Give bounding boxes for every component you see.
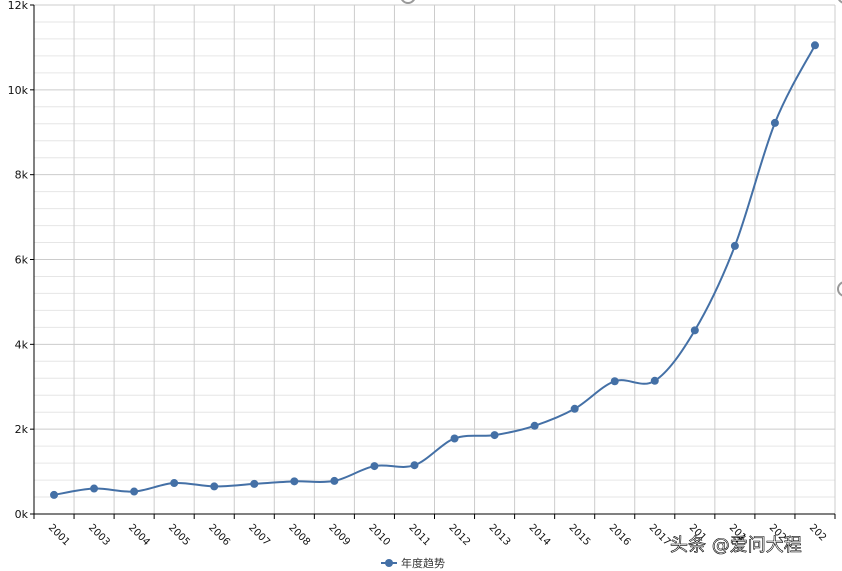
legend[interactable]: 年度趋势 xyxy=(381,556,445,570)
watermark-text: 头条 @爱问大程 xyxy=(670,535,802,556)
data-point[interactable] xyxy=(530,421,539,430)
data-point[interactable] xyxy=(90,484,99,493)
data-point[interactable] xyxy=(210,482,219,491)
data-point[interactable] xyxy=(410,461,419,470)
x-tick-label: 2010 xyxy=(366,522,392,548)
data-point[interactable] xyxy=(810,41,819,50)
major-gridlines xyxy=(33,4,836,515)
y-tick-label: 4k xyxy=(15,338,29,351)
x-tick-label: 2006 xyxy=(206,522,232,548)
edge-handle-right-top-icon xyxy=(838,0,842,4)
x-tick-label: 2016 xyxy=(607,522,633,548)
data-point[interactable] xyxy=(330,476,339,485)
data-point[interactable] xyxy=(170,479,179,488)
data-point[interactable] xyxy=(50,490,59,499)
data-point[interactable] xyxy=(610,377,619,386)
x-tick-label: 2013 xyxy=(486,522,512,548)
x-tick-label: 2015 xyxy=(567,522,593,548)
x-tick-label: 2003 xyxy=(86,522,112,548)
x-tick-label: 2017 xyxy=(647,522,673,548)
x-tick-label: 2007 xyxy=(246,522,272,548)
data-point[interactable] xyxy=(730,241,739,250)
data-point[interactable] xyxy=(370,462,379,471)
data-point[interactable] xyxy=(570,404,579,413)
edge-handle-right-mid-icon xyxy=(837,281,842,297)
y-tick-label: 2k xyxy=(15,423,29,436)
x-tick-label: 2009 xyxy=(326,522,352,548)
data-point[interactable] xyxy=(130,487,139,496)
legend-label: 年度趋势 xyxy=(401,556,445,570)
y-tick-label: 8k xyxy=(15,169,29,182)
y-tick-label: 10k xyxy=(8,84,29,97)
data-point[interactable] xyxy=(290,477,299,486)
x-tick-label: 2011 xyxy=(406,522,432,548)
y-tick-label: 0k xyxy=(15,508,29,521)
x-tick-label: 2008 xyxy=(286,522,312,548)
x-tick-label: 2005 xyxy=(166,522,192,548)
y-axis-ticks: 0k 2k 4k 6k 8k 10k 12k xyxy=(8,0,34,521)
y-tick-label: 12k xyxy=(8,0,29,12)
x-tick-label: 2001 xyxy=(46,522,72,548)
edge-handle-top-icon xyxy=(401,0,415,4)
data-point[interactable] xyxy=(250,479,259,488)
y-tick-label: 6k xyxy=(15,254,29,267)
x-tick-label: 2014 xyxy=(527,522,553,548)
data-point[interactable] xyxy=(450,434,459,443)
x-tick-label: 2004 xyxy=(126,522,152,548)
data-point[interactable] xyxy=(690,326,699,335)
x-tick-label: 202 xyxy=(807,522,828,543)
legend-marker-icon xyxy=(385,559,393,567)
data-point[interactable] xyxy=(490,431,499,440)
x-tick-label: 2012 xyxy=(446,522,472,548)
series-group xyxy=(50,41,819,499)
data-point[interactable] xyxy=(770,118,779,127)
data-point[interactable] xyxy=(650,376,659,385)
